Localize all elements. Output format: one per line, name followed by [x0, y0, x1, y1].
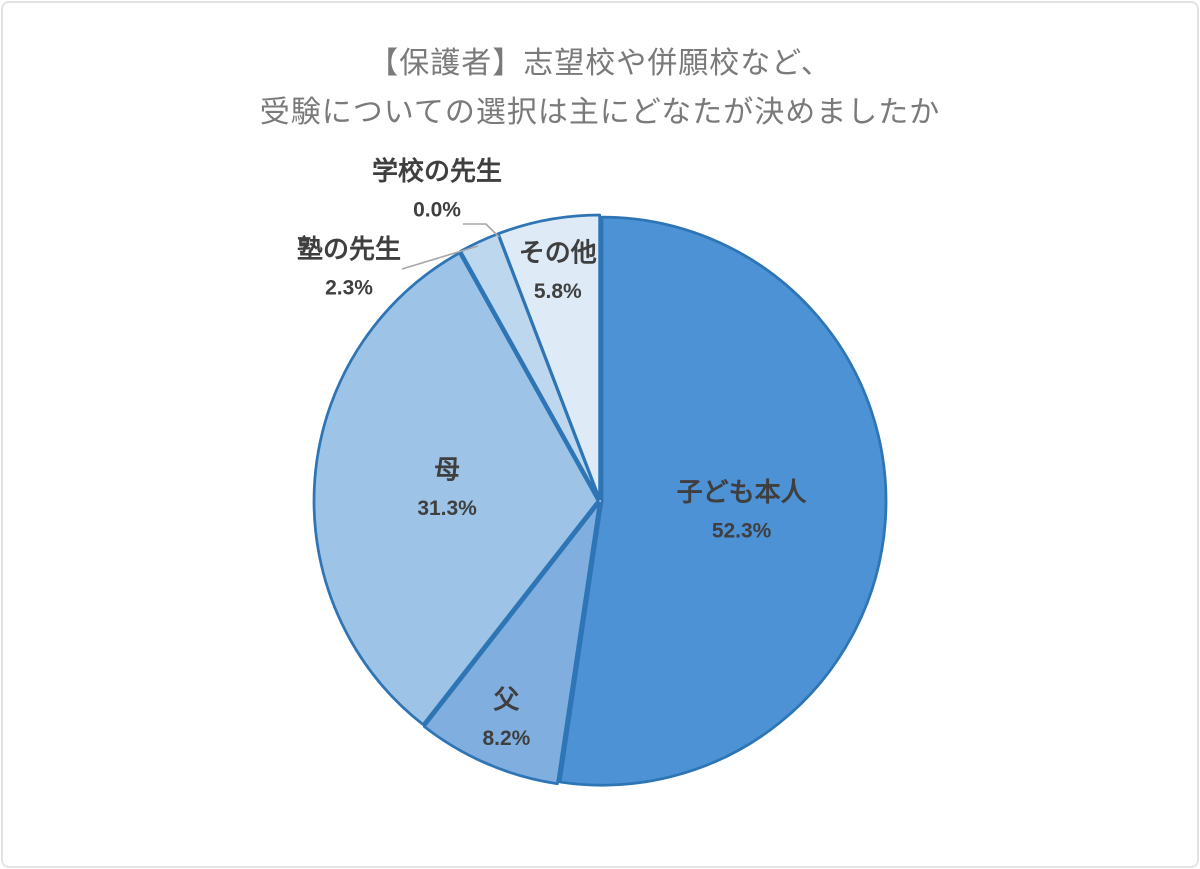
- chart-title-line-1: 【保護者】志望校や併願校など、: [368, 47, 832, 80]
- slice-label-4: 学校の先生: [372, 156, 502, 186]
- leader-line-4: [463, 223, 500, 238]
- slice-pct-2: 31.3%: [417, 497, 477, 520]
- pie-slice-2: [312, 251, 600, 726]
- slice-pct-0: 52.3%: [712, 520, 772, 543]
- pie-slice-5: [496, 213, 602, 501]
- chart-title-line-2: 受験についての選択は主にどなたが決めましたか: [259, 96, 941, 129]
- leader-line-3: [401, 245, 479, 270]
- pie-slice-1: [422, 501, 601, 786]
- slice-label-5: その他: [519, 238, 597, 268]
- slice-label-3: 塾の先生: [297, 234, 401, 264]
- slice-label-1: 父: [493, 684, 520, 714]
- slice-pct-1: 8.2%: [482, 727, 530, 750]
- slice-pct-3: 2.3%: [325, 277, 373, 300]
- slice-label-0: 子ども本人: [677, 477, 807, 507]
- slice-label-2: 母: [434, 455, 460, 485]
- slice-pct-4: 0.0%: [413, 199, 461, 222]
- pie-slice-0: [558, 215, 888, 787]
- slice-pct-5: 5.8%: [534, 280, 582, 303]
